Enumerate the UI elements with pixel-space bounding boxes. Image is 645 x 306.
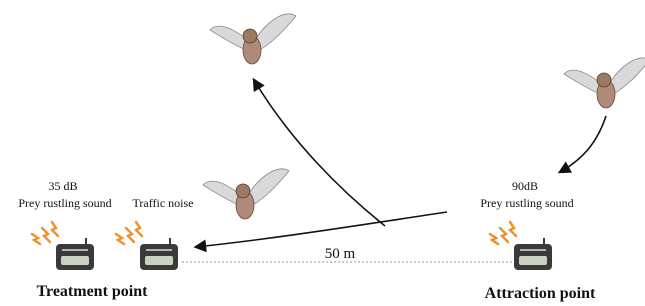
owl-top (210, 14, 296, 64)
radio-traffic (116, 222, 178, 270)
treatment-level: 35 dB (48, 179, 77, 193)
diagram: 35 dB Prey rustling sound Traffic noise … (0, 0, 645, 306)
radio-attraction (490, 222, 552, 270)
arrow-to-treatment (196, 212, 447, 247)
owl-right (564, 58, 645, 108)
arrow-approach (560, 116, 606, 172)
attraction-sound: Prey rustling sound (480, 196, 573, 210)
attraction-point: Attraction point (485, 285, 596, 302)
arrow-away (254, 80, 385, 226)
treatment-point: Treatment point (37, 283, 149, 300)
attraction-level: 90dB (512, 179, 538, 193)
radio-treatment-prey (32, 222, 94, 270)
owl-middle (203, 169, 289, 219)
treatment-sound: Prey rustling sound (18, 196, 111, 210)
distance-label: 50 m (325, 246, 356, 262)
traffic-noise: Traffic noise (133, 196, 194, 210)
